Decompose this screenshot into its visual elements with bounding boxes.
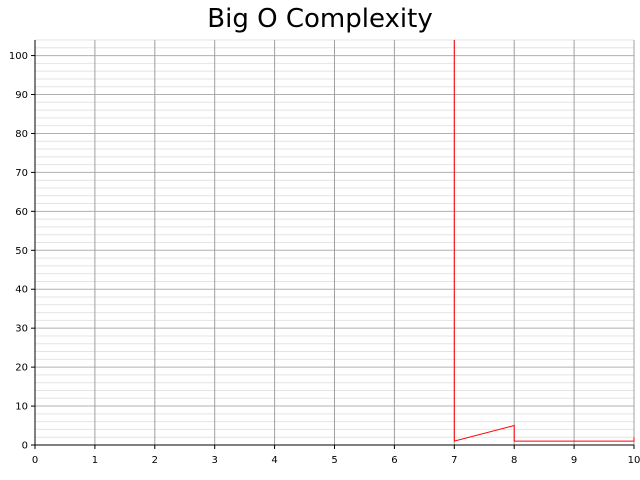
series-line bbox=[453, 40, 635, 442]
x-tick-label: 1 bbox=[92, 455, 98, 466]
y-tick-label: 10 bbox=[15, 402, 28, 413]
x-tick-label: 10 bbox=[628, 455, 640, 466]
y-tick-label: 70 bbox=[15, 168, 28, 179]
x-axis-ticks: 0 1 2 3 4 5 6 7 8 9 10 bbox=[32, 445, 640, 466]
x-tick-label: 9 bbox=[571, 455, 577, 466]
x-tick-label: 8 bbox=[511, 455, 517, 466]
y-tick-label: 50 bbox=[15, 246, 28, 257]
y-tick-label: 30 bbox=[15, 324, 28, 335]
x-tick-label: 7 bbox=[451, 455, 457, 466]
y-tick-label: 0 bbox=[22, 441, 28, 452]
x-tick-label: 2 bbox=[152, 455, 158, 466]
x-tick-label: 6 bbox=[391, 455, 397, 466]
x-tick-label: 4 bbox=[271, 455, 277, 466]
chart-title: Big O Complexity bbox=[207, 4, 433, 34]
y-tick-label: 80 bbox=[15, 129, 28, 140]
series-group bbox=[453, 40, 635, 442]
y-tick-label: 60 bbox=[15, 207, 28, 218]
y-tick-label: 100 bbox=[9, 51, 28, 62]
y-tick-label: 20 bbox=[15, 363, 28, 374]
x-tick-label: 0 bbox=[32, 455, 38, 466]
y-tick-label: 40 bbox=[15, 285, 28, 296]
y-tick-label: 90 bbox=[15, 90, 28, 101]
y-axis-ticks: 0 10 20 30 40 50 60 70 80 90 100 bbox=[9, 51, 35, 452]
x-tick-label: 3 bbox=[212, 455, 218, 466]
x-tick-label: 5 bbox=[331, 455, 337, 466]
